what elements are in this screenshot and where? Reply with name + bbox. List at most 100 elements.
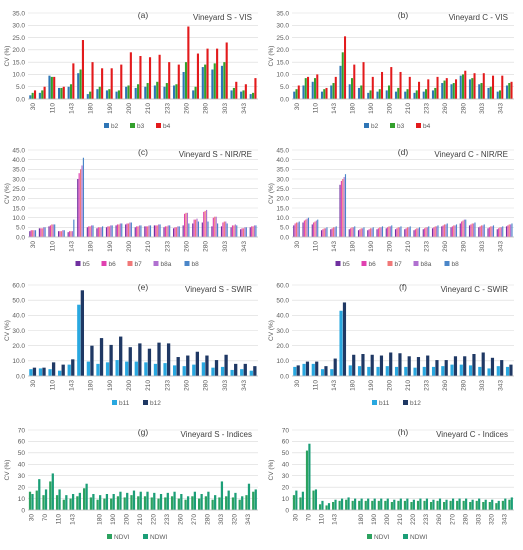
bar-b8 [381,226,384,237]
bar-b2 [422,91,425,99]
bar-b12 [342,302,347,376]
bar-b4 [482,73,485,99]
bar-b8a [253,225,256,237]
y-axis-title: CV (%) [4,183,11,204]
y-tick-label: 0.0 [280,373,289,380]
bar-b2 [163,86,166,99]
bar-b4 [473,73,476,99]
bar-b11 [172,365,177,376]
bar-NDWI [58,489,61,510]
y-tick-label: 10 [18,496,26,503]
bar-b3 [79,69,82,99]
bar-b7 [252,226,254,237]
x-tick-label: 320 [488,514,495,525]
x-tick-label: 210 [145,380,152,391]
legend-label: NDVI [114,534,130,541]
bar-b11 [105,362,110,376]
bar-b12 [71,359,75,376]
bar-b8 [502,226,504,237]
bar-b4 [418,81,421,99]
y-tick-label: 15.0 [276,205,289,212]
bar-b4 [344,36,347,99]
y-tick-label: 0.0 [16,96,25,103]
y-tick-label: 60.0 [276,282,289,289]
bar-b8 [428,226,430,237]
chart-title: Vineyard C - VIS [449,13,508,22]
bar-NDVI [164,497,167,510]
bar-b2 [478,84,481,99]
chart-panel-2: 0.0 5.0 10.0 15.0 20.0 25.0 30.0 35.0 40.0 45.0 30… [4,147,258,268]
bar-b5 [348,229,350,237]
bar-b8 [391,225,393,237]
bar-b2 [29,95,32,99]
x-tick-label: 260 [442,103,449,114]
bar-NDVI [218,497,221,510]
bar-b12 [99,338,104,376]
legend-label: b6 [109,261,117,268]
bar-b8a [297,222,299,237]
bar-NDWI [146,491,149,510]
bar-NDVI [130,495,133,510]
bar-b3 [313,78,317,99]
bar-b4 [510,81,513,99]
bar-b3 [108,89,111,99]
bar-b6 [451,226,453,237]
bar-NDVI [501,500,504,510]
bar-b6 [488,227,490,237]
legend-swatch-b12 [403,400,408,405]
bar-b12 [398,353,402,376]
y-tick-label: 15.0 [276,59,289,66]
bar-b8a [33,230,35,237]
bar-NDVI [449,500,452,510]
bar-b3 [165,83,168,99]
bar-b2 [376,91,379,99]
bar-NDVI [390,502,393,510]
chart-title: Vineyard C - NIR/RE [434,150,508,159]
bar-b6 [231,225,234,237]
bar-b12 [352,354,356,376]
x-tick-label: 280 [203,380,210,391]
bar-NDWI [65,495,68,510]
bar-b6 [203,211,205,237]
bar-NDWI [31,494,34,510]
bar-NDVI [96,499,99,510]
bar-NDVI [49,481,52,510]
bar-NDVI [469,502,472,510]
bar-NDWI [340,498,344,510]
y-tick-label: 25.0 [12,35,25,42]
bar-b8 [73,219,75,237]
legend-label: b11 [379,400,390,407]
bar-b7 [242,228,245,237]
bar-b12 [214,360,219,376]
y-tick-label: 30.0 [12,176,25,183]
bar-b2 [249,94,252,99]
bar-b8 [474,222,476,237]
bar-b12 [166,343,171,376]
bar-NDVI [197,498,201,510]
bar-b7 [323,228,325,237]
legend-swatch-b6 [101,261,107,266]
bar-b5 [29,231,31,237]
x-tick-label: 190 [368,380,375,391]
bar-b4 [225,42,228,99]
bar-b2 [468,79,471,99]
legend-swatch-b6 [361,261,367,266]
bar-b12 [224,354,228,376]
x-tick-label: 30 [294,380,301,388]
bar-b8a [71,231,74,237]
bar-b3 [498,90,502,99]
y-tick-label: 50.0 [12,297,25,304]
legend-swatch-NDWI [143,534,148,539]
bar-b7 [194,219,197,237]
x-tick-label: 233 [423,514,430,525]
bar-b8 [245,227,247,237]
y-tick-label: 50 [18,450,26,457]
x-tick-label: 110 [49,241,56,252]
bar-b4 [353,64,356,99]
bar-b7 [185,212,187,237]
bar-b11 [404,366,408,376]
bar-b2 [505,85,508,99]
bar-b2 [38,92,41,99]
x-tick-label: 343 [241,241,248,252]
chart-title: Vineyard S - NIR/RE [179,150,252,159]
